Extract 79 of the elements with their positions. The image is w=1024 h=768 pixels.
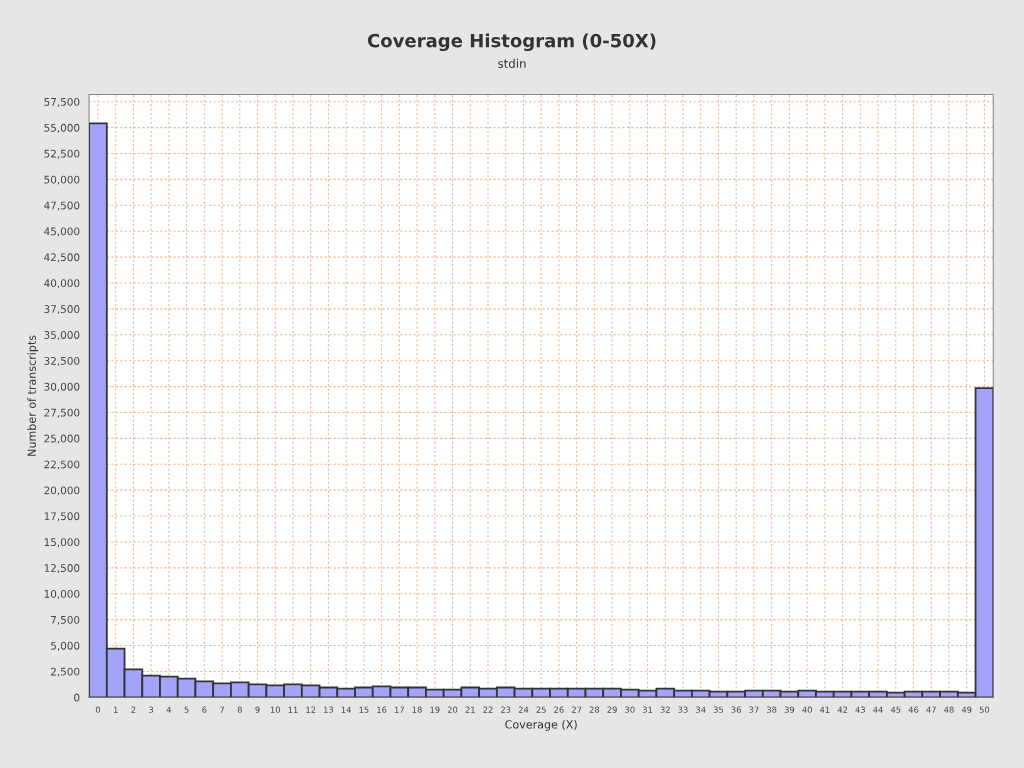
y-tick-label: 40,000: [44, 279, 80, 289]
x-tick-label: 7: [220, 706, 224, 713]
x-tick-label: 44: [873, 706, 883, 713]
y-tick-label: 7,500: [51, 615, 80, 625]
x-axis-title: Coverage (X): [505, 720, 577, 731]
x-tick-label: 13: [324, 706, 334, 713]
x-tick-label: 40: [802, 706, 812, 713]
x-tick-label: 2: [131, 706, 136, 713]
x-tick-label: 30: [625, 706, 635, 713]
y-tick-label: 17,500: [44, 512, 80, 522]
y-tick-label: 35,000: [44, 331, 80, 340]
x-tick-label: 42: [837, 706, 848, 713]
x-tick-label: 20: [447, 706, 458, 713]
x-tick-label: 5: [184, 706, 189, 713]
y-tick-label: 30,000: [44, 382, 80, 392]
x-tick-label: 16: [377, 706, 387, 713]
x-tick-label: 46: [908, 706, 919, 713]
x-tick-label: 22: [483, 706, 493, 713]
x-tick-label: 35: [713, 706, 724, 713]
x-tick-label: 1: [113, 706, 118, 713]
x-tick-label: 45: [890, 706, 901, 713]
x-tick-label: 24: [518, 706, 529, 713]
x-tick-label: 6: [202, 706, 207, 713]
chart-subtitle: stdin: [498, 58, 526, 68]
x-tick-label: 11: [288, 706, 298, 713]
x-tick-label: 4: [166, 706, 172, 713]
y-tick-label: 27,500: [44, 408, 80, 418]
y-tick-label: 10,000: [44, 589, 80, 599]
x-tick-label: 19: [430, 706, 440, 713]
x-tick-label: 25: [536, 706, 546, 713]
y-tick-label: 25,000: [44, 434, 80, 444]
y-tick-label: 32,500: [44, 356, 80, 366]
x-tick-label: 41: [819, 706, 830, 713]
y-tick-label: 52,500: [44, 149, 80, 159]
y-tick-label: 45,000: [44, 227, 80, 237]
y-tick-label: 2,500: [51, 667, 80, 677]
x-tick-label: 18: [412, 706, 422, 713]
x-tick-label: 8: [237, 706, 242, 713]
x-tick-label: 21: [465, 706, 475, 713]
x-tick-label: 26: [554, 706, 564, 713]
y-tick-label: 22,500: [44, 460, 80, 470]
x-tick-label: 38: [767, 706, 777, 713]
y-tick-label: 42,500: [44, 253, 80, 263]
x-tick-label: 17: [394, 706, 404, 713]
y-tick-label: 12,500: [44, 564, 80, 574]
x-tick-label: 15: [359, 706, 369, 713]
x-tick-label: 12: [306, 706, 316, 713]
x-tick-label: 36: [731, 706, 741, 713]
x-tick-label: 14: [341, 706, 351, 713]
x-tick-label: 31: [642, 706, 653, 713]
x-tick-label: 47: [926, 706, 936, 713]
chart-title: Coverage Histogram (0-50X): [367, 33, 656, 52]
x-tick-label: 34: [696, 706, 706, 713]
x-tick-label: 3: [149, 706, 154, 713]
x-tick-label: 39: [784, 706, 795, 713]
x-tick-label: 43: [855, 706, 865, 713]
x-tick-label: 0: [95, 706, 101, 713]
x-tick-label: 28: [589, 706, 600, 713]
y-tick-label: 50,000: [44, 175, 80, 185]
x-tick-label: 33: [678, 706, 688, 713]
y-tick-label: 57,500: [44, 97, 80, 107]
x-tick-label: 9: [255, 706, 260, 713]
y-tick-label: 5,000: [51, 641, 80, 651]
y-tick-label: 15,000: [44, 538, 80, 548]
x-tick-label: 23: [501, 706, 511, 713]
x-tick-label: 48: [944, 706, 954, 713]
y-tick-label: 47,500: [44, 201, 80, 211]
y-tick-label: 37,500: [44, 305, 80, 315]
y-axis-title: Number of transcripts: [27, 335, 39, 456]
y-tick-label: 55,000: [44, 123, 80, 133]
y-tick-label: 20,000: [44, 486, 80, 496]
x-tick-label: 49: [961, 706, 972, 713]
x-tick-label: 32: [660, 706, 670, 713]
x-tick-label: 37: [749, 706, 759, 713]
x-tick-label: 29: [607, 706, 617, 713]
y-tick-label: 0: [74, 693, 80, 702]
x-tick-label: 50: [979, 706, 990, 713]
x-tick-label: 27: [571, 706, 582, 713]
x-tick-label: 10: [270, 706, 280, 713]
